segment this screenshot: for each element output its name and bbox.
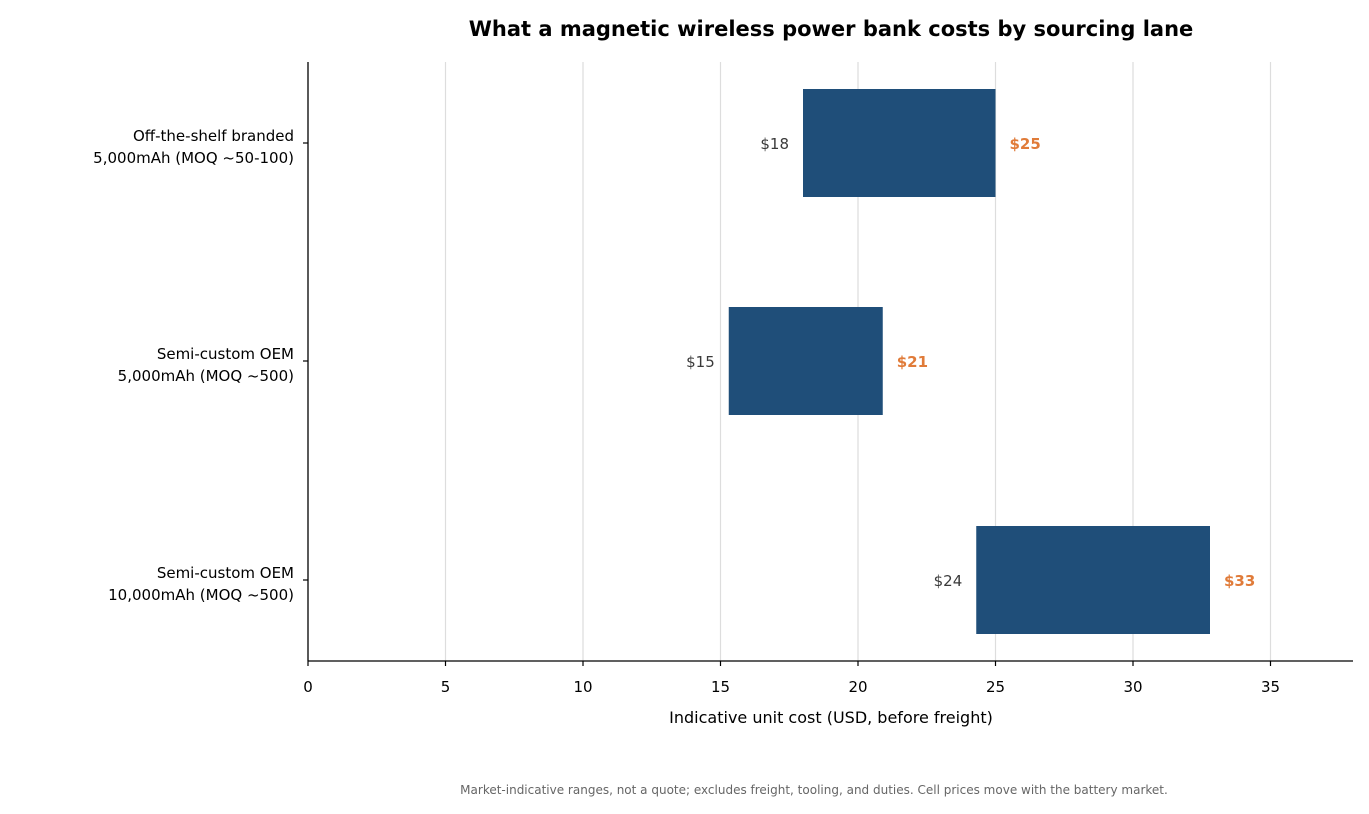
x-tick-label: 25 <box>986 678 1005 696</box>
x-tick-label: 5 <box>441 678 451 696</box>
low-value-label: $18 <box>760 135 789 153</box>
range-bar <box>803 89 996 197</box>
high-value-label: $21 <box>897 353 928 371</box>
range-bar <box>976 526 1210 634</box>
low-value-label: $15 <box>686 353 715 371</box>
x-axis-label: Indicative unit cost (USD, before freigh… <box>669 708 993 727</box>
low-value-label: $24 <box>934 572 963 590</box>
x-tick-label: 35 <box>1261 678 1280 696</box>
footnote: Market-indicative ranges, not a quote; e… <box>460 783 1168 797</box>
category-label: Off-the-shelf branded 5,000mAh (MOQ ~50-1… <box>93 127 294 167</box>
x-tick-label: 10 <box>573 678 592 696</box>
range-bar <box>728 307 883 415</box>
high-value-label: $33 <box>1224 572 1255 590</box>
x-tick-label: 30 <box>1123 678 1142 696</box>
category-label: Semi-custom OEM 10,000mAh (MOQ ~500) <box>108 564 294 604</box>
high-value-label: $25 <box>1010 135 1041 153</box>
bars: $18 $25 $15 $21 $24 $33 <box>686 89 1255 634</box>
x-tick-label: 15 <box>711 678 730 696</box>
chart-title: What a magnetic wireless power bank cost… <box>469 17 1194 41</box>
category-label: Semi-custom OEM 5,000mAh (MOQ ~500) <box>118 345 294 385</box>
x-tick-label: 20 <box>848 678 867 696</box>
axes: 0 5 10 15 20 25 30 35 Off-the-shelf branded 5,000… <box>93 62 1353 696</box>
x-tick-label: 0 <box>303 678 313 696</box>
